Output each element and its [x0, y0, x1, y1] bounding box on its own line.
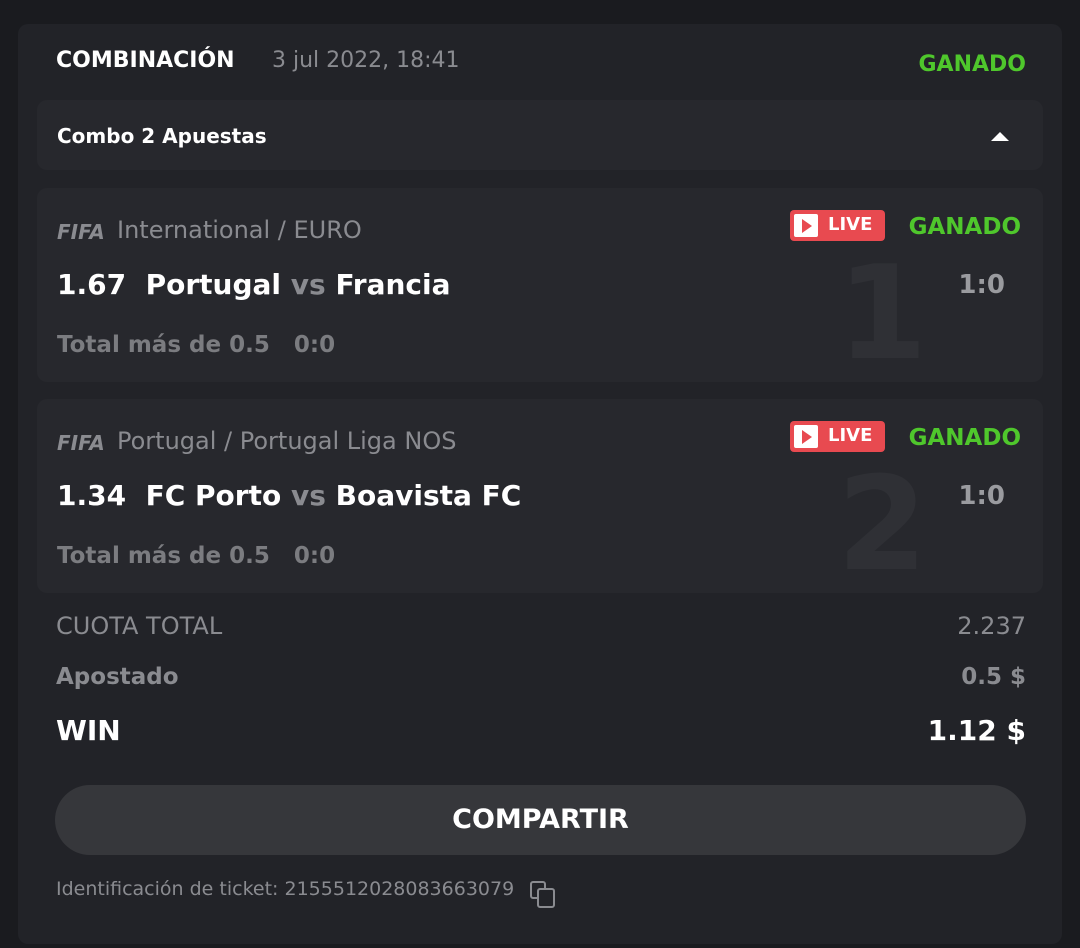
- ticket-number: 2155512028083663079: [284, 878, 515, 900]
- bet-date: 3 jul 2022, 18:41: [272, 48, 460, 73]
- bet-index: 2: [837, 448, 928, 593]
- score: 1:0: [958, 270, 1005, 300]
- market: Total más de 0.5 0:0: [57, 332, 335, 358]
- score: 1:0: [958, 481, 1005, 511]
- market-label: Total más de 0.5: [57, 332, 270, 358]
- play-icon: [794, 214, 818, 237]
- market-score: 0:0: [293, 332, 336, 358]
- live-badge: LIVE: [790, 421, 885, 452]
- total-odds-label: CUOTA TOTAL: [56, 612, 223, 640]
- live-label: LIVE: [828, 214, 873, 235]
- live-badge: LIVE: [790, 210, 885, 241]
- match-line: 1.34 FC Porto vs Boavista FC: [57, 479, 521, 512]
- win-value: 1.12 $: [927, 714, 1026, 747]
- status-badge: GANADO: [908, 425, 1021, 451]
- vs-label: vs: [290, 479, 326, 512]
- bet-ticket-card: COMBINACIÓN 3 jul 2022, 18:41 GANADO Com…: [18, 24, 1062, 944]
- away-team: Francia: [335, 268, 451, 301]
- fifa-logo-icon: FIFA: [57, 431, 105, 455]
- copy-icon[interactable]: [530, 880, 556, 908]
- league-name: International / EURO: [117, 216, 362, 244]
- win-row: WIN 1.12 $: [56, 714, 1026, 747]
- combo-toggle[interactable]: Combo 2 Apuestas: [37, 100, 1043, 170]
- win-label: WIN: [56, 714, 121, 747]
- bet-index: 1: [837, 237, 928, 382]
- total-odds-row: CUOTA TOTAL 2.237: [56, 612, 1026, 640]
- combo-label: Combo 2 Apuestas: [57, 124, 267, 148]
- home-team: Portugal: [145, 268, 282, 301]
- bet-item: 1 FIFA International / EURO 1.67 Portuga…: [37, 188, 1043, 382]
- triangle-up-icon[interactable]: [991, 132, 1009, 141]
- live-label: LIVE: [828, 425, 873, 446]
- status-badge: GANADO: [918, 52, 1027, 77]
- market: Total más de 0.5 0:0: [57, 543, 335, 569]
- staked-label: Apostado: [56, 664, 179, 690]
- staked-value: 0.5 $: [961, 664, 1026, 690]
- vs-label: vs: [290, 268, 326, 301]
- play-icon: [794, 425, 818, 448]
- odds: 1.67: [57, 268, 127, 301]
- home-team: FC Porto: [145, 479, 282, 512]
- market-score: 0:0: [293, 543, 336, 569]
- staked-row: Apostado 0.5 $: [56, 664, 1026, 690]
- total-odds-value: 2.237: [957, 612, 1026, 640]
- league-name: Portugal / Portugal Liga NOS: [117, 427, 457, 455]
- ticket-id: Identificación de ticket: 21555120280836…: [56, 878, 556, 908]
- odds: 1.34: [57, 479, 127, 512]
- match-line: 1.67 Portugal vs Francia: [57, 268, 451, 301]
- ticket-label: Identificación de ticket:: [56, 878, 279, 900]
- market-label: Total más de 0.5: [57, 543, 270, 569]
- status-badge: GANADO: [908, 214, 1021, 240]
- bet-item: 2 FIFA Portugal / Portugal Liga NOS 1.34…: [37, 399, 1043, 593]
- away-team: Boavista FC: [335, 479, 522, 512]
- fifa-logo-icon: FIFA: [57, 220, 105, 244]
- share-button[interactable]: COMPARTIR: [55, 785, 1026, 855]
- bet-type-title: COMBINACIÓN: [56, 48, 235, 73]
